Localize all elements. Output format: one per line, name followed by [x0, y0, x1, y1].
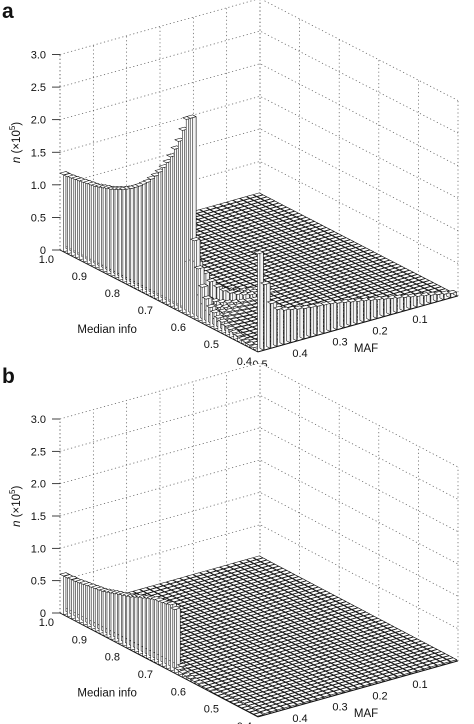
bar-face-side — [299, 305, 304, 340]
gridline-z — [59, 30, 459, 134]
bar-face-side — [266, 281, 271, 349]
bar-face-side — [292, 306, 297, 342]
back-wall-right — [260, 0, 458, 296]
panel-a: 00.51.01.52.02.53.01.00.90.80.70.60.50.4… — [2, 0, 459, 371]
gridline-z — [59, 95, 459, 199]
bar-face-top — [59, 171, 70, 176]
bars — [59, 114, 457, 353]
bar-face-side — [286, 306, 291, 343]
gridline-z — [59, 0, 459, 101]
bar-face-side — [279, 305, 284, 345]
bar-face-side — [259, 250, 264, 351]
